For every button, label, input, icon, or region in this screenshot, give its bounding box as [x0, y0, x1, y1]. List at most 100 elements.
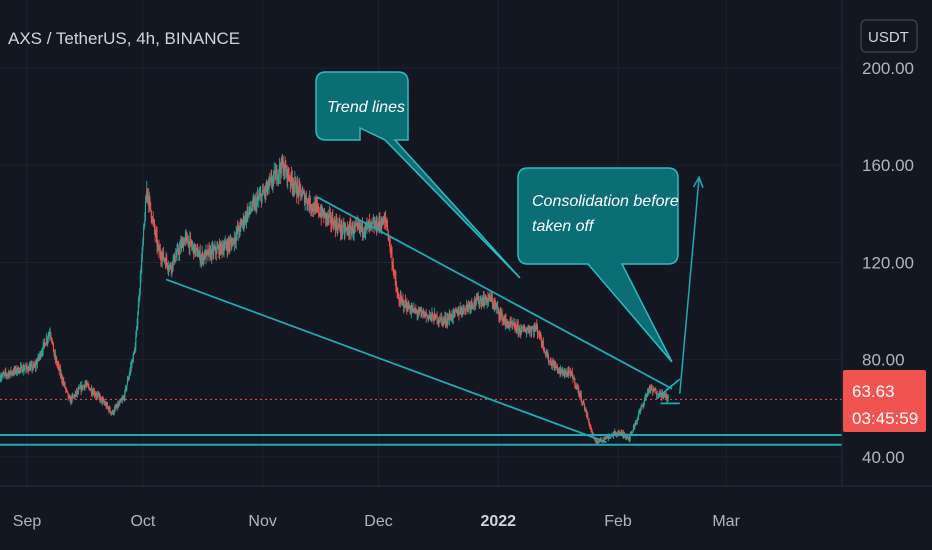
candle-body — [287, 170, 289, 180]
candle-body — [369, 223, 371, 225]
time-tick-label: Dec — [364, 513, 392, 530]
candle-body — [444, 317, 447, 323]
candle-body — [226, 247, 228, 251]
candle-body — [335, 221, 337, 230]
candle-body — [45, 344, 47, 347]
candle-body — [656, 393, 658, 396]
candle-body — [538, 332, 540, 336]
candle-body — [65, 387, 67, 389]
candle-body — [67, 392, 69, 398]
candle-body — [315, 203, 317, 205]
candle-body — [311, 208, 313, 209]
candle-body — [194, 244, 196, 254]
candle-body — [339, 228, 342, 232]
candle-body — [545, 351, 547, 354]
candle-body — [202, 253, 204, 262]
candle-body — [197, 256, 199, 258]
candle-body — [385, 218, 387, 221]
candle-body — [168, 268, 170, 270]
currency-label[interactable]: USDT — [868, 29, 909, 46]
candle-body — [547, 354, 549, 358]
candle-body — [296, 192, 298, 195]
candle-body — [482, 300, 484, 305]
candle-body — [446, 318, 448, 323]
candle-body — [536, 326, 539, 333]
candle-body — [567, 373, 569, 376]
candle-body — [59, 369, 61, 371]
currency-button-frame[interactable] — [860, 19, 918, 53]
candle-body — [56, 358, 58, 364]
candle-body — [115, 407, 118, 408]
candle-body — [182, 241, 184, 249]
candle-body — [122, 398, 124, 400]
candle-body — [213, 249, 215, 250]
candle-body — [399, 296, 401, 305]
candle-body — [255, 199, 257, 202]
candle-body — [104, 403, 106, 405]
candle-body — [381, 224, 383, 228]
candle-body — [346, 228, 348, 230]
candle-body — [575, 386, 577, 388]
candle-body — [134, 346, 136, 353]
candle-body — [426, 314, 428, 316]
candle-body — [371, 221, 373, 224]
candle-body — [80, 386, 82, 391]
candle-body — [262, 189, 264, 193]
candle-body — [511, 324, 513, 325]
candle-body — [31, 364, 33, 369]
candle-body — [339, 223, 341, 229]
candle-body — [565, 372, 567, 375]
candle-body — [573, 378, 575, 380]
candle-body — [287, 170, 289, 176]
candle-body — [63, 383, 65, 385]
candle-body — [34, 365, 36, 367]
candle-body — [636, 420, 638, 422]
price-tick-label: 200.00 — [862, 59, 914, 78]
candle-body — [625, 437, 627, 438]
candle-body — [113, 412, 115, 414]
candle-body — [208, 249, 210, 256]
candle-body — [10, 370, 12, 374]
candle-body — [56, 363, 58, 365]
candle-body — [121, 399, 123, 400]
candle-body — [130, 366, 132, 371]
candle-body — [192, 245, 194, 247]
candle-body — [494, 303, 496, 305]
candle-body — [278, 173, 280, 175]
candle-body — [536, 325, 538, 327]
candle-body — [587, 414, 589, 419]
candle-body — [188, 241, 190, 249]
candle-body — [373, 222, 375, 229]
candle-body — [5, 373, 7, 376]
candle-body — [442, 318, 445, 321]
candle-body — [81, 385, 83, 389]
candle-body — [377, 223, 379, 230]
candle-body — [398, 298, 400, 302]
candle-body — [414, 307, 416, 312]
candle-body — [117, 403, 119, 407]
candle-body — [488, 295, 490, 299]
candle-body — [418, 309, 420, 313]
candle-body — [404, 300, 406, 308]
candle-body — [529, 328, 531, 330]
candle-body — [91, 392, 93, 394]
candle-body — [489, 295, 491, 298]
candle-body — [381, 218, 383, 225]
candle-body — [426, 315, 428, 317]
candle-body — [33, 364, 35, 367]
candle-body — [68, 396, 71, 399]
candle-body — [545, 353, 548, 355]
candle-body — [243, 217, 245, 225]
candle-body — [271, 177, 273, 184]
candle-body — [409, 308, 411, 312]
candle-body — [150, 210, 152, 219]
candle-body — [16, 367, 18, 372]
candle-body — [408, 308, 410, 309]
candle-body — [415, 310, 418, 312]
candle-body — [207, 250, 209, 256]
candle-body — [578, 393, 580, 395]
candle-body — [248, 206, 250, 212]
candle-body — [276, 169, 278, 180]
candle-body — [491, 299, 494, 305]
currency-button[interactable]: USDT — [860, 19, 918, 53]
